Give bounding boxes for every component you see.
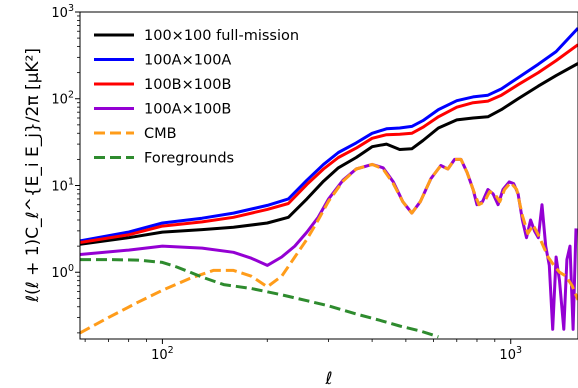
- legend-label-3: 100A×100B: [144, 102, 231, 118]
- y-tick-label-1: 101: [51, 176, 74, 194]
- y-axis-label: ℓ(ℓ + 1)C_ℓ^{E_i E_j}/2π [μK²]: [23, 48, 43, 303]
- series-line-5: [80, 258, 439, 339]
- svg-text:ℓ(ℓ + 1)C_ℓ^{E_i E_j}/2π [μK²: ℓ(ℓ + 1)C_ℓ^{E_i E_j}/2π [μK²]: [23, 48, 43, 303]
- x-axis-label: ℓ: [324, 369, 332, 388]
- series-layer: [80, 27, 578, 339]
- series-line-2: [80, 43, 578, 244]
- axes: 100 101 102 103 102 103: [51, 3, 522, 363]
- legend: 100×100 full-mission 100A×100A 100B×100B 10…: [94, 28, 299, 167]
- y-tick-label-0: 100: [51, 263, 74, 281]
- legend-label-5: Foregrounds: [144, 151, 234, 167]
- series-line-0: [80, 62, 578, 246]
- y-tick-label-2: 102: [51, 90, 74, 108]
- plot-area: [79, 11, 578, 340]
- legend-label-1: 100A×100A: [144, 53, 231, 69]
- x-tick-label-0: 102: [151, 345, 174, 363]
- legend-label-0: 100×100 full-mission: [144, 28, 299, 44]
- y-tick-label-3: 103: [51, 3, 74, 21]
- x-tick-label-1: 103: [499, 345, 522, 363]
- legend-label-2: 100B×100B: [144, 77, 231, 93]
- series-line-3: [80, 157, 578, 331]
- series-line-4: [80, 157, 578, 335]
- legend-label-4: CMB: [144, 126, 177, 142]
- series-line-1: [80, 27, 578, 243]
